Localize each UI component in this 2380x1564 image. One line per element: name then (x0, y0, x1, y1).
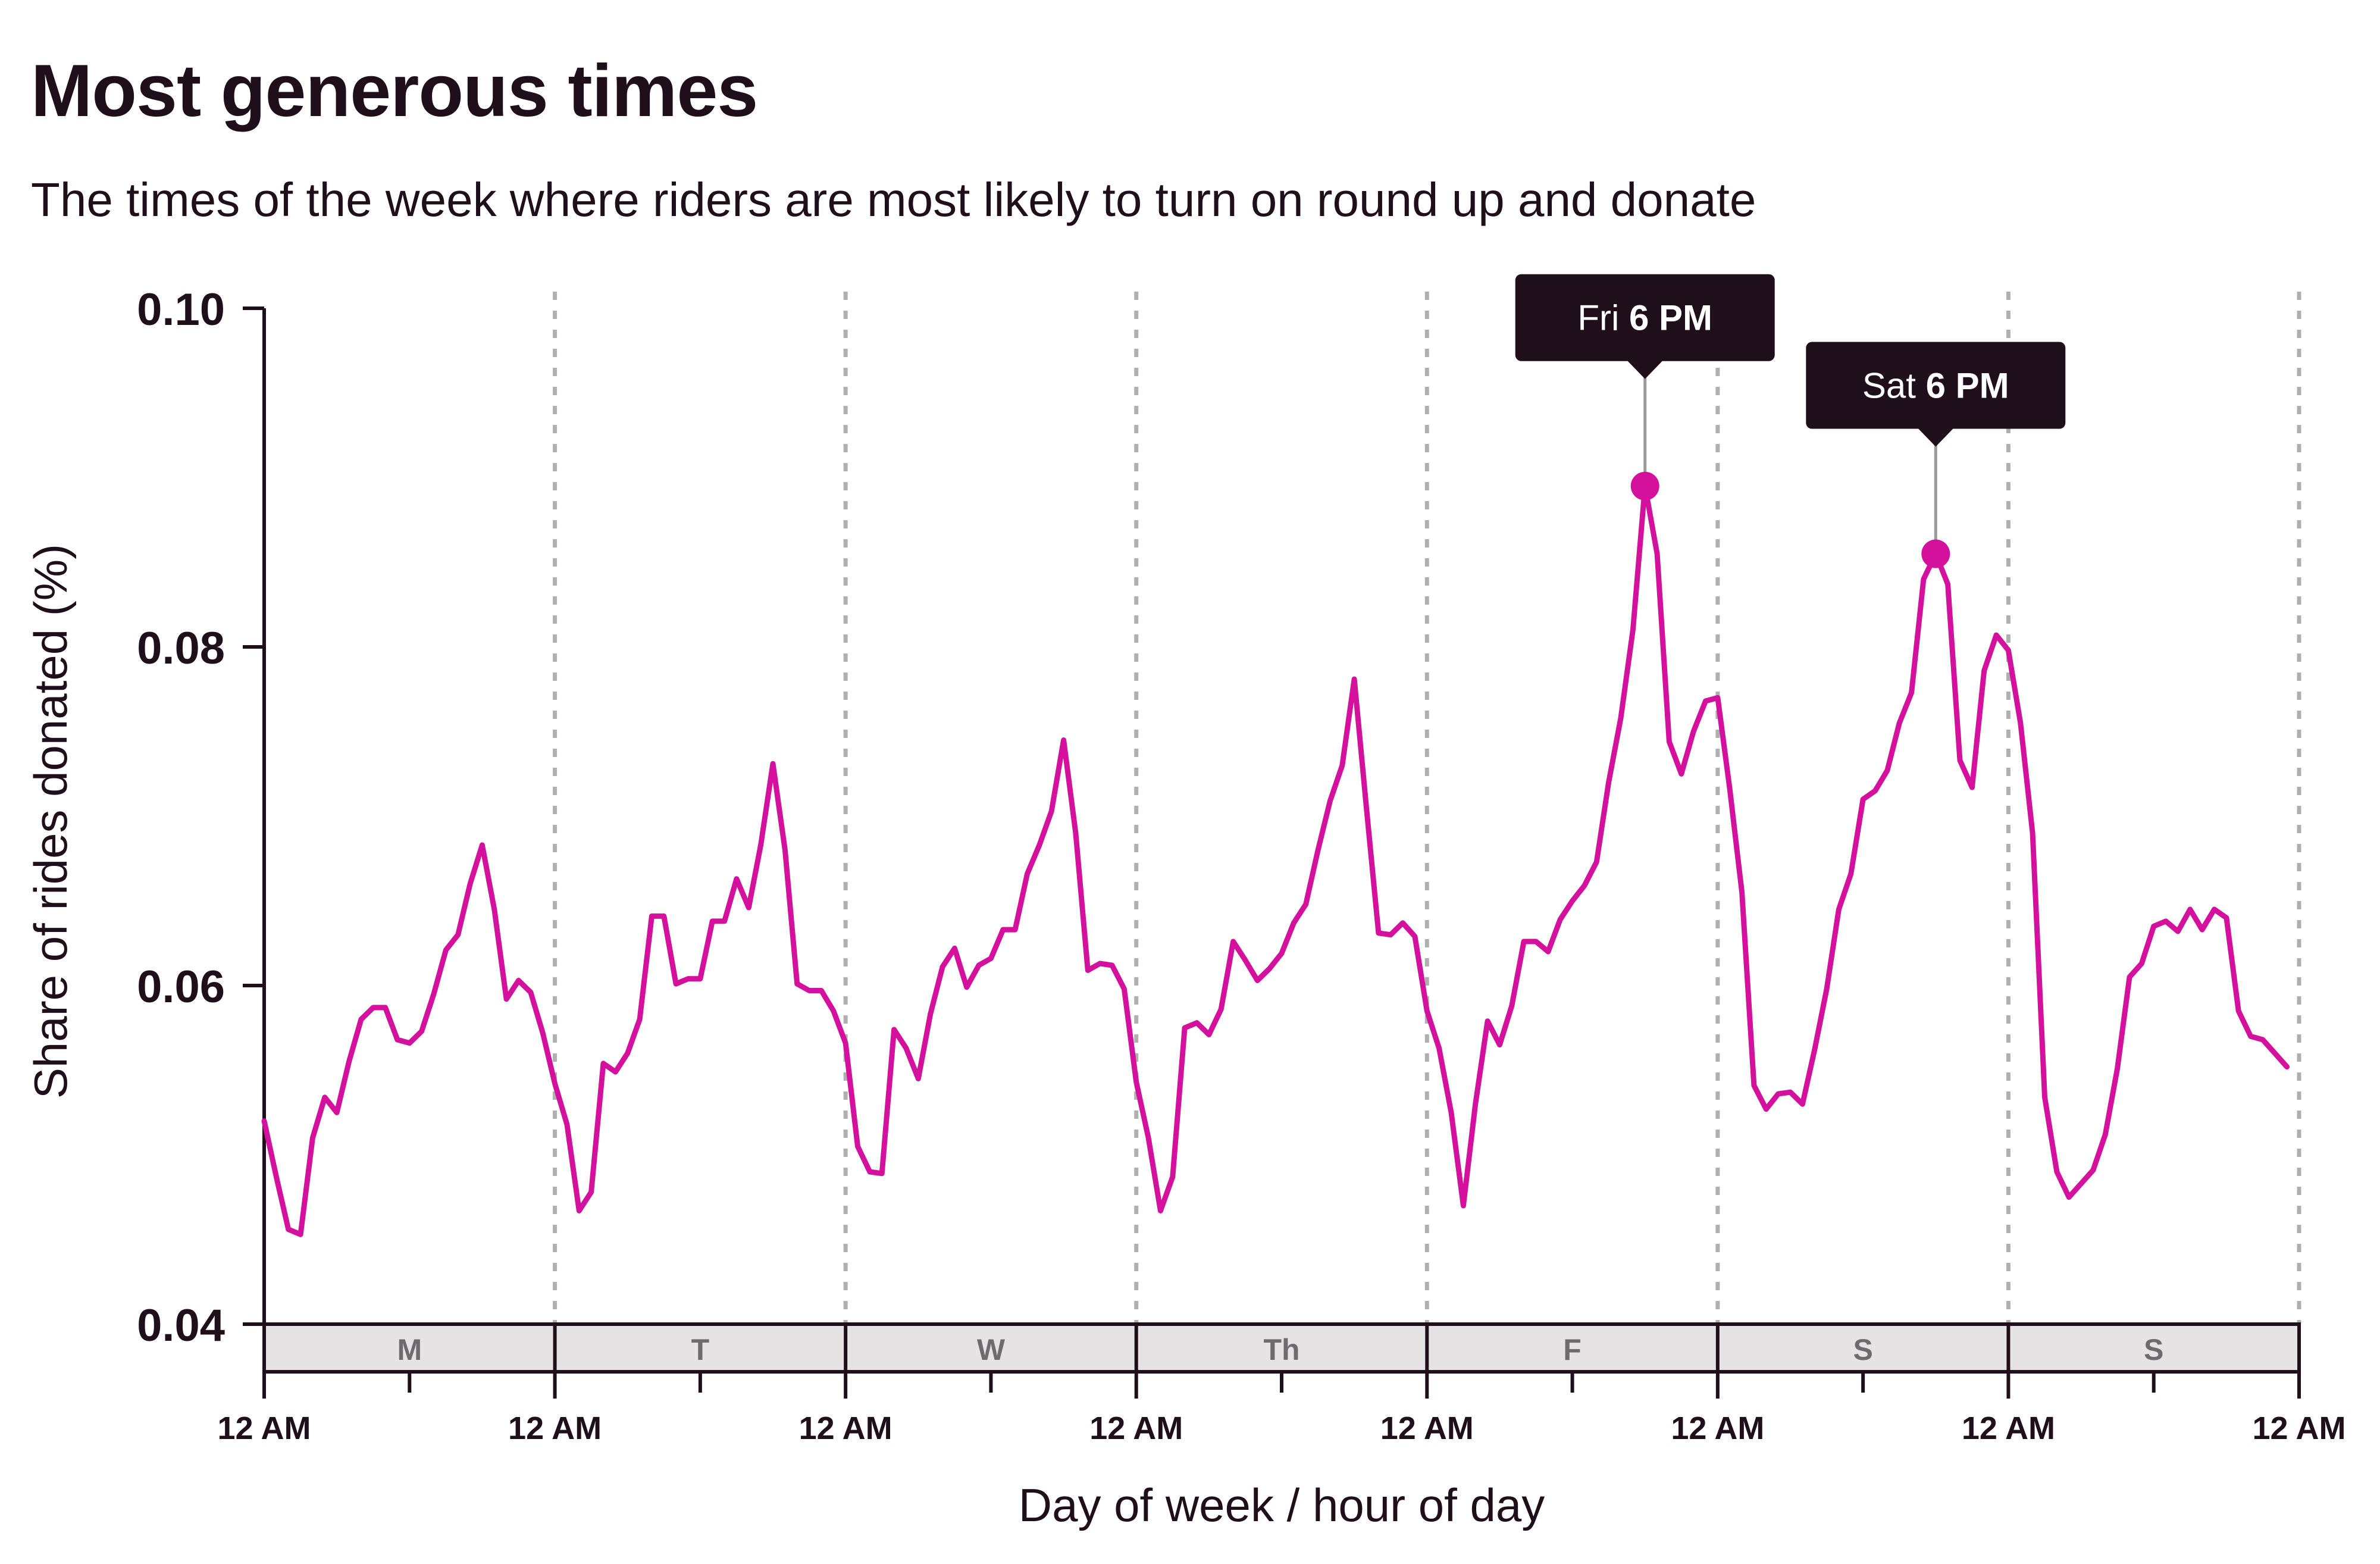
y-tick-label: 0.08 (137, 623, 225, 674)
callout-box (1515, 274, 1775, 361)
peak-marker (1921, 539, 1950, 568)
day-label: T (691, 1333, 710, 1366)
day-gridlines (553, 292, 2301, 1324)
y-axis-ticks: 0.04 0.06 0.08 0.10 (137, 284, 264, 1351)
peak-marker (1630, 471, 1659, 501)
y-tick-label: 0.04 (137, 1300, 225, 1351)
series-line (261, 483, 2290, 1237)
callout-label: Fri 6 PM (1577, 298, 1712, 338)
y-axis-title: Share of rides donated (%) (24, 544, 77, 1099)
x-axis-title: Day of week / hour of day (1019, 1479, 1545, 1531)
x-tick-label: 12 AM (1380, 1410, 1474, 1446)
x-axis-ticks: 12 AM 12 AM 12 AM 12 AM 12 AM 12 AM 12 AM 12 AM (217, 1372, 2346, 1446)
callout-day: Fri (1577, 298, 1629, 338)
callout-label: Sat 6 PM (1862, 366, 2009, 406)
x-tick-label: 12 AM (217, 1410, 311, 1446)
callout-day: Sat (1862, 366, 1926, 406)
x-tick-label: 12 AM (2252, 1410, 2345, 1446)
day-label: S (1853, 1333, 1872, 1366)
day-label: Th (1263, 1333, 1299, 1366)
series (261, 483, 2290, 1237)
day-band-rect (262, 1322, 2301, 1374)
x-tick-label: 12 AM (1962, 1410, 2055, 1446)
callout-time: 6 PM (1926, 366, 2009, 406)
x-tick-label: 12 AM (508, 1410, 602, 1446)
day-label: W (977, 1333, 1006, 1366)
day-band: M T W Th F S S (262, 1322, 2301, 1374)
callout-pointer (1627, 360, 1663, 379)
chart-subtitle: The times of the week where riders are m… (31, 173, 1756, 226)
x-tick-label: 12 AM (1671, 1410, 1764, 1446)
x-tick-label: 12 AM (799, 1410, 892, 1446)
callout-time: 6 PM (1629, 298, 1712, 338)
y-tick-label: 0.06 (137, 962, 225, 1012)
day-label: F (1563, 1333, 1582, 1366)
day-label: S (2144, 1333, 2163, 1366)
y-tick-label: 0.10 (137, 284, 225, 335)
x-tick-label: 12 AM (1089, 1410, 1183, 1446)
callout-box (1806, 342, 2066, 429)
chart-title: Most generous times (31, 50, 758, 132)
callout-pointer (1918, 428, 1954, 447)
day-label: M (397, 1333, 422, 1366)
